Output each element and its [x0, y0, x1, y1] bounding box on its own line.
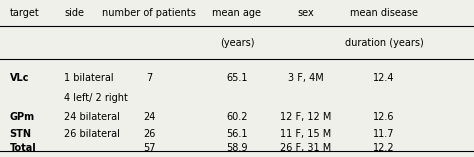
Text: GPm: GPm	[9, 112, 35, 122]
Text: 11 F, 15 M: 11 F, 15 M	[280, 129, 331, 139]
Text: 7: 7	[146, 73, 153, 83]
Text: 26 F, 31 M: 26 F, 31 M	[280, 143, 331, 153]
Text: 24: 24	[143, 112, 155, 122]
Text: 26: 26	[143, 129, 155, 139]
Text: 58.9: 58.9	[226, 143, 248, 153]
Text: STN: STN	[9, 129, 31, 139]
Text: (years): (years)	[220, 38, 254, 48]
Text: 3 F, 4M: 3 F, 4M	[288, 73, 324, 83]
Text: mean age: mean age	[212, 8, 262, 18]
Text: sex: sex	[297, 8, 314, 18]
Text: 12.6: 12.6	[373, 112, 395, 122]
Text: 60.2: 60.2	[226, 112, 248, 122]
Text: 12 F, 12 M: 12 F, 12 M	[280, 112, 331, 122]
Text: 65.1: 65.1	[226, 73, 248, 83]
Text: 12.4: 12.4	[373, 73, 395, 83]
Text: 4 left/ 2 right: 4 left/ 2 right	[64, 93, 128, 103]
Text: mean disease: mean disease	[350, 8, 418, 18]
Text: 26 bilateral: 26 bilateral	[64, 129, 120, 139]
Text: 56.1: 56.1	[226, 129, 248, 139]
Text: target: target	[9, 8, 39, 18]
Text: 11.7: 11.7	[373, 129, 395, 139]
Text: 24 bilateral: 24 bilateral	[64, 112, 120, 122]
Text: Total: Total	[9, 143, 36, 153]
Text: 1 bilateral: 1 bilateral	[64, 73, 114, 83]
Text: 57: 57	[143, 143, 155, 153]
Text: number of patients: number of patients	[102, 8, 196, 18]
Text: side: side	[64, 8, 84, 18]
Text: VLc: VLc	[9, 73, 29, 83]
Text: duration (years): duration (years)	[345, 38, 423, 48]
Text: 12.2: 12.2	[373, 143, 395, 153]
